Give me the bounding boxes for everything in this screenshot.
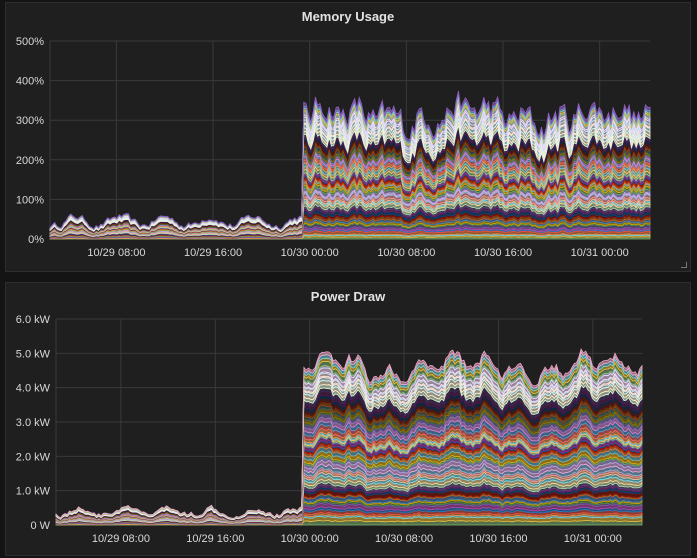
y-tick-label: 100% xyxy=(16,194,44,206)
resize-handle-icon[interactable] xyxy=(681,262,687,268)
y-tick-label: 0% xyxy=(28,234,44,246)
memory-usage-panel: Memory Usage 0% 100% 200% 300% 400% 500% 10/29… xyxy=(5,2,691,272)
y-tick-label: 6.0 kW xyxy=(16,314,51,326)
x-tick-label: 10/30 16:00 xyxy=(469,533,527,545)
y-tick-label: 300% xyxy=(16,115,44,127)
y-tick-label: 400% xyxy=(16,76,44,88)
x-tick-label: 10/30 00:00 xyxy=(281,247,339,259)
y-tick-label: 5.0 kW xyxy=(16,348,51,360)
x-tick-label: 10/31 00:00 xyxy=(571,247,629,259)
x-tick-label: 10/29 08:00 xyxy=(87,247,145,259)
chart-title[interactable]: Power Draw xyxy=(310,289,386,304)
stacked-area-series xyxy=(49,90,651,240)
x-tick-label: 10/30 08:00 xyxy=(377,247,435,259)
power-draw-panel: Power Draw 0 W 1.0 kW 2.0 kW 3.0 kW 4.0 kW 5.… xyxy=(5,282,691,556)
x-tick-label: 10/30 08:00 xyxy=(375,533,433,545)
x-tick-label: 10/31 00:00 xyxy=(564,533,622,545)
y-tick-label: 1.0 kW xyxy=(16,486,51,498)
memory-usage-chart: 0% 100% 200% 300% 400% 500% 10/29 08:00 10/29 1… xyxy=(16,36,651,259)
x-tick-label: 10/29 16:00 xyxy=(186,533,244,545)
x-tick-label: 10/29 08:00 xyxy=(92,533,150,545)
stacked-area-series xyxy=(55,347,643,526)
x-tick-label: 10/30 16:00 xyxy=(474,247,532,259)
y-tick-label: 200% xyxy=(16,155,44,167)
y-tick-label: 0 W xyxy=(30,520,50,532)
chart-title[interactable]: Memory Usage xyxy=(301,9,395,24)
y-tick-label: 4.0 kW xyxy=(16,383,51,395)
x-tick-label: 10/29 16:00 xyxy=(184,247,242,259)
y-tick-label: 500% xyxy=(16,36,44,48)
series-area xyxy=(55,347,643,519)
x-tick-label: 10/30 00:00 xyxy=(281,533,339,545)
series-area xyxy=(49,90,651,231)
y-tick-label: 3.0 kW xyxy=(16,417,51,429)
power-draw-chart: 0 W 1.0 kW 2.0 kW 3.0 kW 4.0 kW 5.0 kW 6.0 kW 1… xyxy=(16,314,643,545)
y-tick-label: 2.0 kW xyxy=(16,451,51,463)
